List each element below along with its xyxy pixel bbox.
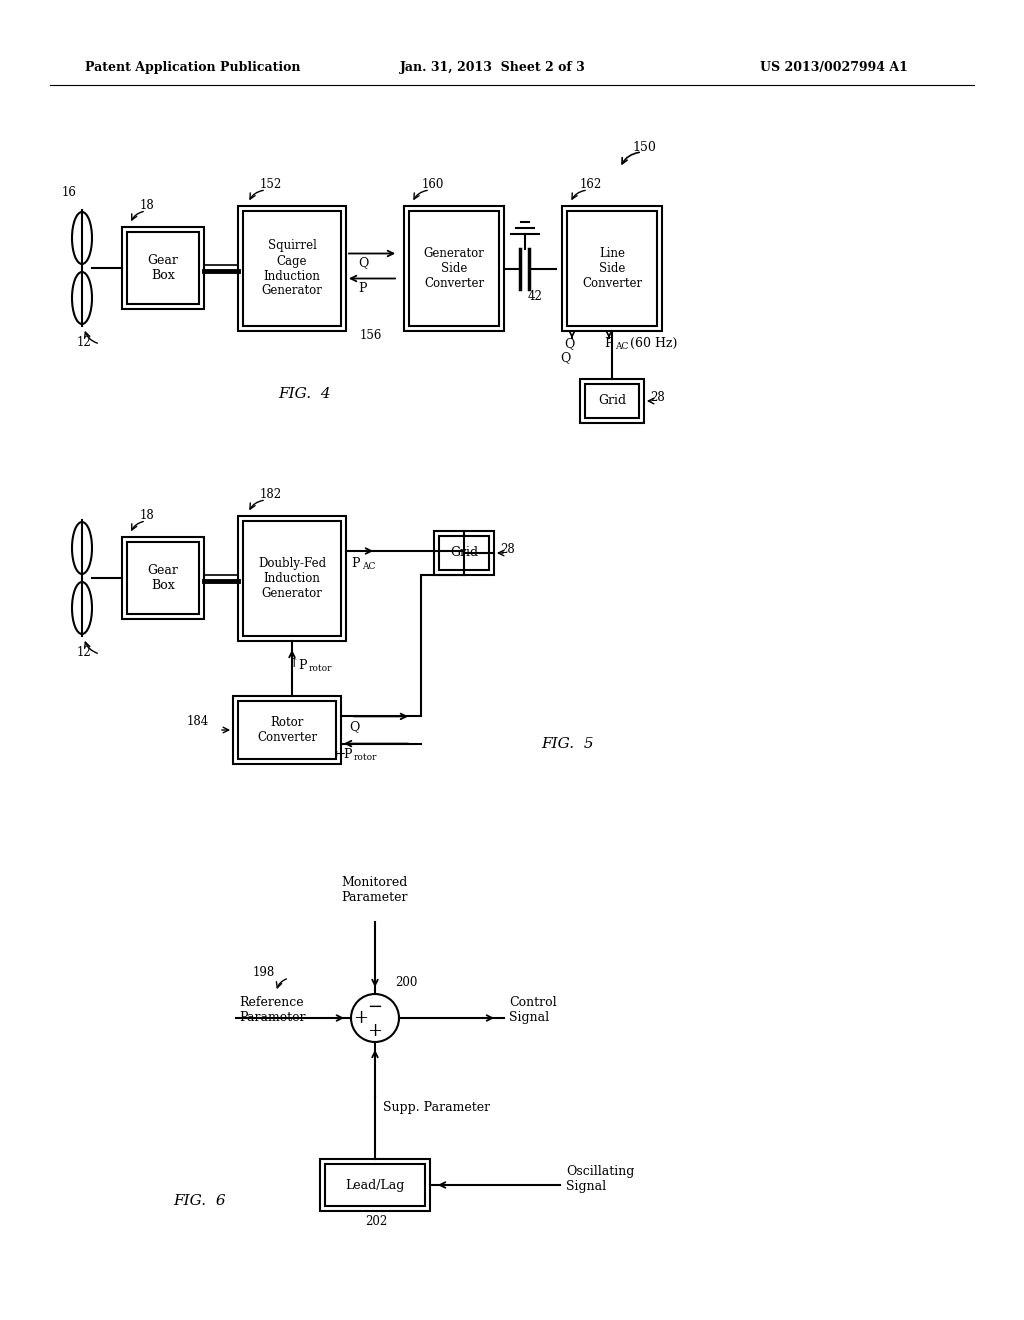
Text: +: + <box>368 1022 383 1040</box>
Text: P: P <box>604 337 612 350</box>
Text: 160: 160 <box>422 178 444 191</box>
Text: 184: 184 <box>187 715 209 729</box>
Text: Grid: Grid <box>450 546 478 560</box>
Text: Generator
Side
Converter: Generator Side Converter <box>424 247 484 290</box>
Text: 12: 12 <box>77 337 92 348</box>
Bar <box>122 227 204 309</box>
Bar <box>439 536 489 570</box>
Text: Doubly-Fed
Induction
Generator: Doubly-Fed Induction Generator <box>258 557 326 601</box>
Text: Gear
Box: Gear Box <box>147 564 178 591</box>
Text: Control
Signal: Control Signal <box>509 997 557 1024</box>
Bar <box>238 206 346 331</box>
Bar <box>409 211 499 326</box>
Text: 18: 18 <box>140 199 155 213</box>
Bar <box>243 521 341 636</box>
Text: FIG.  4: FIG. 4 <box>279 387 332 401</box>
Text: 18: 18 <box>140 510 155 521</box>
Text: 198: 198 <box>253 966 275 979</box>
Text: 152: 152 <box>260 178 283 191</box>
Bar <box>127 543 199 614</box>
Text: 156: 156 <box>360 329 382 342</box>
Text: 162: 162 <box>580 178 602 191</box>
Text: AC: AC <box>362 562 376 572</box>
Text: FIG.  6: FIG. 6 <box>174 1195 226 1208</box>
Text: rotor: rotor <box>309 664 333 673</box>
Bar <box>325 1164 425 1206</box>
Text: Gear
Box: Gear Box <box>147 253 178 282</box>
Text: Monitored
Parameter: Monitored Parameter <box>342 876 409 904</box>
Text: Grid: Grid <box>598 395 626 408</box>
Text: Lead/Lag: Lead/Lag <box>345 1179 404 1192</box>
Text: P: P <box>343 747 351 760</box>
Bar <box>434 531 494 576</box>
Bar <box>243 211 341 326</box>
Text: Q: Q <box>564 337 574 350</box>
Bar <box>238 516 346 642</box>
Text: FIG.  5: FIG. 5 <box>542 737 594 751</box>
Bar <box>404 206 504 331</box>
Bar <box>122 537 204 619</box>
Text: ←: ← <box>335 747 345 760</box>
Text: (60 Hz): (60 Hz) <box>630 337 677 350</box>
Text: 200: 200 <box>395 975 418 989</box>
Text: rotor: rotor <box>354 752 378 762</box>
Text: −: − <box>368 998 383 1016</box>
Text: 150: 150 <box>632 141 656 154</box>
Text: P: P <box>298 659 306 672</box>
Text: AC: AC <box>615 342 629 351</box>
Text: P: P <box>351 557 359 570</box>
Text: 16: 16 <box>62 186 77 199</box>
Text: 28: 28 <box>650 391 665 404</box>
Text: 28: 28 <box>500 543 515 556</box>
Text: P: P <box>358 281 367 294</box>
Text: Jan. 31, 2013  Sheet 2 of 3: Jan. 31, 2013 Sheet 2 of 3 <box>400 62 586 74</box>
Bar <box>567 211 657 326</box>
Text: US 2013/0027994 A1: US 2013/0027994 A1 <box>760 62 908 74</box>
Bar <box>580 379 644 422</box>
Bar <box>238 701 336 759</box>
Text: Reference
Parameter: Reference Parameter <box>239 997 305 1024</box>
Text: Line
Side
Converter: Line Side Converter <box>582 247 642 290</box>
Text: 12: 12 <box>77 645 92 659</box>
Text: 202: 202 <box>365 1214 387 1228</box>
Text: Squirrel
Cage
Induction
Generator: Squirrel Cage Induction Generator <box>261 239 323 297</box>
Text: +: + <box>353 1008 369 1027</box>
Text: Rotor
Converter: Rotor Converter <box>257 715 317 744</box>
Bar <box>127 232 199 304</box>
Bar <box>319 1159 430 1210</box>
Text: Oscillating
Signal: Oscillating Signal <box>566 1166 635 1193</box>
Text: 42: 42 <box>528 290 543 304</box>
Text: 182: 182 <box>260 488 283 502</box>
Bar <box>562 206 662 331</box>
Text: Patent Application Publication: Patent Application Publication <box>85 62 300 74</box>
Text: Q: Q <box>358 256 369 269</box>
Text: ↑: ↑ <box>288 657 299 671</box>
Text: Q: Q <box>349 721 359 734</box>
Bar <box>233 696 341 764</box>
Text: Q: Q <box>560 351 570 364</box>
Text: Supp. Parameter: Supp. Parameter <box>383 1101 490 1114</box>
Bar <box>585 384 639 418</box>
